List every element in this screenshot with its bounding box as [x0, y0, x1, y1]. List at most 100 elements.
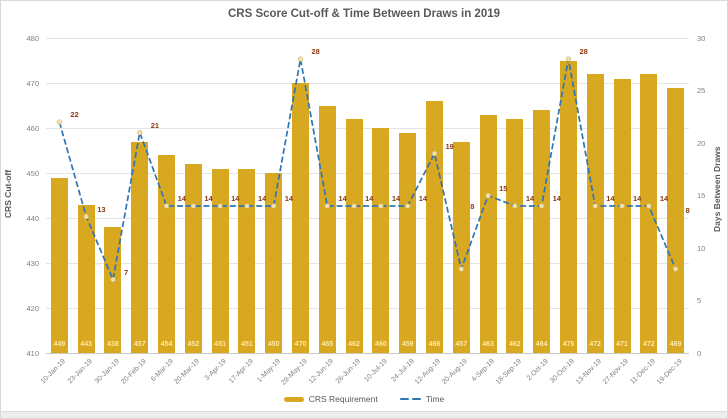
line-point-label: 15 [499, 183, 508, 193]
bar-value-label: 449 [53, 341, 66, 348]
bar-value-label: 438 [107, 341, 119, 348]
right-axis-tick-label: 15 [697, 191, 706, 200]
bar-crs-requirement [184, 164, 202, 353]
legend-label-time: Time [425, 394, 445, 404]
bar-value-label: 471 [616, 341, 628, 348]
bar-crs-requirement [238, 168, 256, 353]
bar-value-label: 462 [348, 341, 360, 348]
bar-crs-requirement [104, 227, 122, 353]
line-point-label: 14 [552, 194, 561, 203]
left-axis-tick-label: 480 [26, 33, 39, 43]
line-point-label: 14 [391, 194, 401, 203]
bar-crs-requirement [345, 119, 363, 353]
bar-crs-requirement [533, 110, 551, 353]
bar-value-label: 470 [294, 341, 307, 348]
legend-item-time: Time [399, 394, 445, 404]
line-marker [297, 56, 304, 62]
line-point-label: 28 [579, 47, 588, 56]
left-axis-tick-label: 460 [26, 123, 39, 133]
line-point-label: 14 [418, 194, 428, 203]
bar-crs-requirement [211, 168, 229, 353]
bar-crs-requirement [77, 204, 95, 353]
line-point-label: 28 [311, 47, 320, 56]
line-point-label: 14 [231, 194, 240, 203]
bar-value-label: 457 [455, 341, 468, 348]
bar-crs-requirement [399, 132, 417, 353]
bar-value-label: 454 [160, 341, 173, 348]
bar-value-label: 462 [509, 341, 521, 348]
line-point-label: 14 [633, 194, 642, 203]
bar-crs-requirement [292, 83, 310, 353]
bar-crs-requirement [158, 155, 176, 353]
line-point-label: 14 [284, 194, 294, 203]
left-axis-tick-label: 420 [26, 303, 39, 313]
line-point-label: 8 [470, 202, 475, 211]
bar-crs-requirement [613, 78, 631, 353]
left-axis-tick-label: 410 [26, 348, 39, 358]
line-point-label: 13 [97, 204, 106, 214]
bar-value-label: 451 [214, 341, 226, 348]
line-point-label: 7 [123, 267, 129, 277]
bar-value-label: 451 [241, 341, 253, 348]
bar-crs-requirement [506, 119, 524, 353]
line-point-label: 14 [606, 194, 615, 203]
line-point-label: 21 [150, 120, 160, 130]
left-axis-tick-label: 450 [26, 168, 39, 178]
bar-value-label: 452 [187, 341, 200, 348]
bar-value-label: 464 [535, 341, 548, 348]
line-point-label: 14 [257, 194, 267, 203]
bar-value-label: 475 [562, 341, 575, 348]
bar-value-label: 450 [267, 341, 280, 348]
right-axis-tick-label: 30 [697, 33, 706, 43]
bar-crs-requirement [586, 74, 604, 353]
bar-value-label: 469 [669, 341, 682, 348]
bar-crs-requirement [50, 177, 68, 353]
bar-value-label: 457 [133, 341, 146, 348]
x-axis-line [46, 353, 689, 354]
bar-value-label: 466 [428, 341, 441, 348]
line-point-label: 14 [177, 194, 186, 203]
legend-item-crs-requirement: CRS Requirement [283, 394, 378, 404]
left-axis-tick-label: 430 [26, 258, 39, 268]
line-point-label: 19 [445, 141, 454, 151]
bar-value-label: 459 [401, 341, 414, 348]
right-axis-tick-label: 25 [697, 86, 706, 95]
bar-crs-requirement [131, 141, 149, 353]
bar-value-label: 465 [321, 341, 334, 348]
right-axis-tick-label: 10 [697, 243, 706, 253]
line-point-label: 8 [685, 206, 690, 215]
line-marker [137, 129, 143, 136]
bar-crs-requirement [452, 141, 470, 353]
bar-value-label: 443 [80, 341, 93, 348]
bar-crs-requirement [372, 128, 390, 353]
line-point-label: 22 [70, 110, 79, 119]
line-point-label: 14 [204, 194, 213, 203]
bar-crs-requirement [265, 173, 283, 353]
bar-crs-requirement [640, 74, 658, 353]
bar-value-label: 472 [589, 341, 602, 348]
gridline [46, 38, 689, 39]
bar-value-label: 460 [375, 341, 387, 348]
right-axis-tick-label: 0 [697, 348, 702, 358]
bar-crs-requirement [667, 87, 685, 353]
line-point-label: 14 [659, 194, 669, 203]
bar-crs-requirement [559, 60, 577, 353]
left-axis-tick-label: 470 [26, 78, 39, 88]
page-footer-strip [1, 411, 727, 418]
bar-crs-requirement [479, 114, 497, 353]
right-axis-tick-label: 5 [697, 296, 702, 305]
left-axis-tick-label: 440 [26, 213, 39, 223]
time-line [58, 58, 677, 283]
right-axis-tick-label: 20 [697, 138, 706, 148]
bar-crs-requirement [425, 101, 443, 353]
line-marker [56, 119, 63, 125]
line-point-label: 14 [525, 194, 535, 203]
legend-label-crs-requirement: CRS Requirement [308, 394, 378, 404]
line-point-label: 14 [365, 194, 374, 203]
bar-series-swatch [283, 396, 304, 402]
bar-value-label: 463 [482, 341, 494, 348]
bar-value-label: 472 [642, 341, 655, 348]
bar-crs-requirement [318, 105, 336, 353]
line-series-swatch [399, 397, 421, 401]
